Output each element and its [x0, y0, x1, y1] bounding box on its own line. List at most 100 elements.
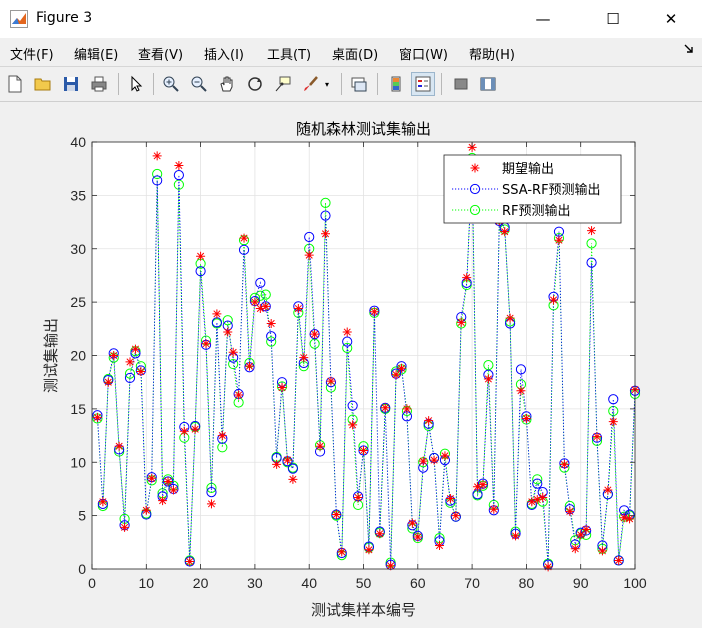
x-tick-label: 20	[193, 575, 209, 591]
zoom-out-icon	[191, 76, 207, 92]
data-point	[163, 476, 173, 486]
pan-button[interactable]	[215, 72, 239, 96]
rotate-3d-button[interactable]	[243, 72, 267, 96]
dock-arrow-icon[interactable]	[684, 44, 694, 54]
zoom-in-icon	[163, 76, 179, 92]
link-plot-button[interactable]	[347, 72, 371, 96]
data-point	[331, 510, 341, 520]
print-button[interactable]	[87, 72, 111, 96]
toolbar-separator	[377, 73, 378, 95]
figure-canvas: 0 10 20 30 40 50 60 70 80 90 100 0 5 10 15 20 25 30 35 40 随…	[0, 103, 702, 628]
data-point	[521, 413, 531, 423]
data-point	[158, 496, 168, 506]
x-tick-label: 40	[301, 575, 317, 591]
legend-marker	[470, 163, 480, 173]
window-title: Figure 3	[36, 10, 93, 26]
new-figure-button[interactable]	[3, 72, 27, 96]
colorbar-button[interactable]	[384, 72, 408, 96]
menu-desktop[interactable]: 桌面(D)	[332, 48, 379, 63]
legend-button[interactable]	[411, 72, 435, 96]
menu-tools[interactable]: 工具(T)	[267, 48, 312, 63]
data-point	[98, 497, 108, 507]
new-figure-icon	[8, 75, 22, 93]
data-point	[592, 432, 602, 442]
menu-help[interactable]: 帮助(H)	[469, 48, 515, 63]
legend[interactable]: 期望输出 SSA-RF预测输出 RF预测输出	[443, 154, 622, 224]
show-plot-tools-button[interactable]	[476, 72, 500, 96]
data-point	[386, 561, 396, 571]
data-point	[184, 556, 195, 567]
toolbar-separator	[441, 73, 442, 95]
data-point	[250, 297, 260, 307]
data-cursor-icon	[275, 76, 291, 92]
zoom-in-button[interactable]	[159, 72, 183, 96]
zoom-out-button[interactable]	[187, 72, 211, 96]
data-point	[326, 376, 336, 386]
matlab-app-icon	[10, 10, 28, 28]
data-point	[407, 518, 417, 528]
data-point	[532, 474, 543, 485]
maximize-button[interactable]: ☐	[590, 0, 636, 38]
brush-button[interactable]	[299, 72, 323, 96]
data-point	[353, 492, 363, 502]
menu-edit[interactable]: 编辑(E)	[74, 48, 119, 63]
close-button[interactable]: ✕	[648, 0, 694, 38]
menu-insert[interactable]: 插入(I)	[204, 48, 244, 63]
data-point	[217, 431, 227, 441]
data-point	[185, 557, 195, 567]
pointer-button[interactable]	[124, 72, 148, 96]
x-tick-label: 50	[356, 575, 372, 591]
minimize-icon: —	[535, 10, 551, 28]
data-point	[293, 304, 303, 314]
data-point	[277, 383, 287, 393]
hide-plot-tools-button[interactable]	[449, 72, 473, 96]
save-button[interactable]	[59, 72, 83, 96]
menu-view[interactable]: 查看(V)	[138, 48, 184, 63]
data-point	[380, 402, 391, 413]
data-point	[260, 301, 271, 312]
legend-label: 期望输出	[502, 161, 554, 177]
data-point	[238, 244, 250, 255]
data-point	[532, 478, 543, 489]
data-point	[310, 329, 320, 339]
data-point	[625, 514, 635, 524]
data-point	[397, 363, 407, 373]
data-point	[152, 168, 163, 180]
data-point	[342, 342, 353, 354]
data-point	[234, 390, 244, 400]
legend-icon	[415, 76, 431, 92]
minimize-button[interactable]: —	[520, 0, 566, 38]
data-cursor-button[interactable]	[271, 72, 295, 96]
data-point	[261, 301, 271, 311]
brush-icon	[304, 76, 318, 91]
data-point	[467, 142, 477, 152]
data-point	[597, 546, 607, 556]
data-point	[424, 416, 434, 426]
data-point	[282, 455, 292, 465]
data-point	[483, 374, 493, 384]
menu-file[interactable]: 文件(F)	[10, 48, 54, 63]
data-point	[162, 476, 174, 487]
chart-title: 随机森林测试集输出	[296, 120, 431, 138]
data-point	[288, 474, 298, 484]
data-point	[152, 175, 163, 186]
data-point	[125, 357, 135, 367]
window-title-bar: Figure 3 — ☐ ✕	[0, 0, 702, 38]
data-point	[613, 555, 624, 566]
x-tick-label: 100	[623, 575, 647, 591]
colorbar-icon	[391, 76, 401, 92]
data-point	[223, 327, 233, 337]
data-point	[375, 529, 385, 539]
close-icon: ✕	[664, 10, 678, 28]
data-point	[331, 509, 342, 520]
series-line	[96, 167, 636, 565]
data-point	[538, 492, 548, 502]
y-axis-label: 测试集输出	[42, 318, 60, 393]
menu-window[interactable]: 窗口(W)	[399, 48, 448, 63]
brush-dropdown-icon[interactable]: ▾	[325, 80, 330, 89]
data-point	[114, 441, 124, 451]
chart: 0 10 20 30 40 50 60 70 80 90 100 0 5 10 15 20 25 30 35 40 随…	[42, 120, 647, 619]
open-file-button[interactable]	[31, 72, 55, 96]
series-0	[92, 142, 640, 572]
data-point	[614, 555, 624, 565]
